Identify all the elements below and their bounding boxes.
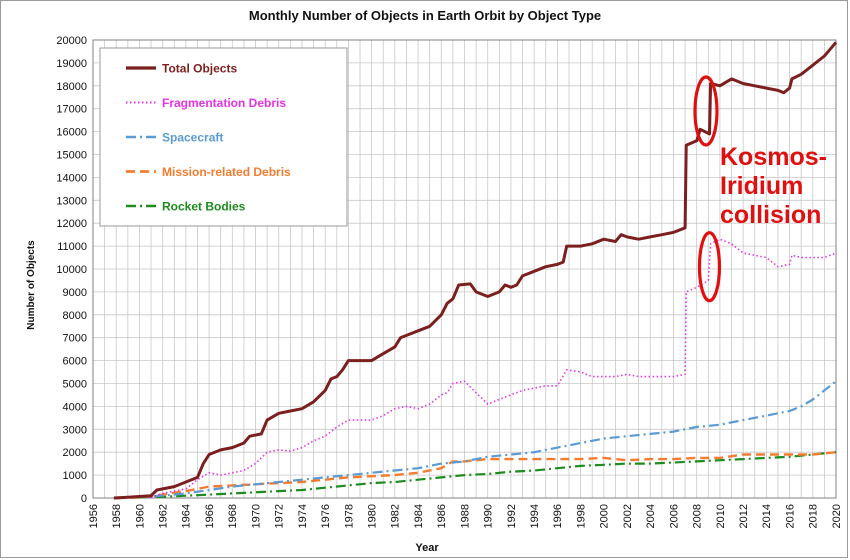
series-line-spacecraft [113, 380, 837, 500]
y-tick-label: 15000 [56, 150, 87, 162]
x-tick-label: 1966 [204, 504, 216, 528]
x-tick-label: 2004 [645, 504, 657, 528]
legend-label: Spacecraft [162, 131, 223, 145]
x-tick-label: 1978 [343, 504, 355, 528]
y-axis-label: Number of Objects [26, 240, 37, 330]
chart-title: Monthly Number of Objects in Earth Orbit… [248, 8, 602, 23]
x-tick-label: 1970 [250, 504, 262, 528]
y-tick-label: 10000 [56, 264, 87, 276]
x-tick-label: 2006 [668, 504, 680, 528]
x-tick-label: 1960 [134, 504, 146, 528]
x-tick-label: 2002 [622, 504, 634, 528]
x-tick-label: 1996 [552, 504, 564, 528]
legend-label: Rocket Bodies [162, 200, 246, 214]
y-tick-label: 14000 [56, 172, 87, 184]
y-tick-label: 9000 [63, 287, 87, 299]
y-tick-label: 19000 [56, 58, 87, 70]
series-line-rocket-bodies [116, 451, 837, 500]
x-tick-label: 1972 [274, 504, 286, 528]
x-tick-label: 2012 [738, 504, 750, 528]
x-tick-label: 2020 [831, 504, 843, 528]
y-tick-label: 7000 [63, 333, 87, 345]
y-tick-label: 6000 [63, 356, 87, 368]
x-tick-label: 1984 [413, 504, 425, 528]
y-tick-label: 20000 [56, 35, 87, 47]
y-tick-label: 11000 [57, 241, 87, 253]
y-tick-label: 3000 [63, 424, 87, 436]
x-tick-label: 1988 [459, 504, 471, 528]
series-line-total-objects [113, 41, 838, 500]
y-tick-label: 17000 [56, 104, 87, 116]
x-tick-label: 1986 [436, 504, 448, 528]
x-tick-label: 2016 [784, 504, 796, 528]
y-tick-label: 8000 [63, 310, 87, 322]
x-tick-label: 1956 [88, 504, 100, 528]
legend-label: Fragmentation Debris [162, 96, 286, 110]
x-tick-label: 1994 [529, 504, 541, 528]
plot-area-border [92, 39, 837, 499]
collision-highlight-total [693, 75, 719, 147]
y-tick-label: 12000 [56, 218, 87, 230]
y-tick-label: 5000 [63, 379, 87, 391]
axis-ticks: 0 1000 2000 3000 4000 5000 6000 7000 8000 9000 100… [56, 35, 842, 528]
annotation-line: Iridium [720, 172, 803, 200]
y-tick-label: 18000 [56, 81, 87, 93]
x-tick-label: 2008 [692, 504, 704, 528]
x-axis-label: Year [415, 542, 439, 554]
legend-label: Mission-related Debris [162, 165, 291, 179]
x-tick-label: 2014 [761, 504, 773, 528]
legend-label: Total Objects [162, 62, 237, 76]
collision-highlight-debris [697, 231, 722, 303]
y-tick-label: 0 [81, 493, 87, 505]
x-tick-label: 1968 [227, 504, 239, 528]
series-line-mission-related-debris [116, 451, 837, 500]
x-tick-label: 1964 [181, 504, 193, 528]
x-tick-label: 2010 [715, 504, 727, 528]
x-tick-label: 1974 [297, 504, 309, 528]
x-tick-label: 1992 [506, 504, 518, 528]
x-tick-label: 1976 [320, 504, 332, 528]
x-tick-label: 1980 [366, 504, 378, 528]
series-line-fragmentation-debris [150, 238, 837, 499]
series-lines [113, 41, 838, 500]
annotation-label: Kosmos-Iridium collision [720, 143, 827, 229]
x-tick-label: 1998 [575, 504, 587, 528]
x-tick-label: 2000 [599, 504, 611, 528]
x-tick-label: 1990 [483, 504, 495, 528]
y-tick-label: 1000 [63, 470, 87, 482]
y-tick-label: 4000 [63, 401, 87, 413]
x-tick-label: 2018 [808, 504, 820, 528]
x-tick-label: 1962 [158, 504, 170, 528]
x-tick-label: 1982 [390, 504, 402, 528]
x-tick-label: 1958 [111, 504, 123, 528]
y-tick-label: 16000 [56, 127, 87, 139]
legend: Total Objects Fragmentation Debris Spacecr… [99, 47, 348, 227]
annotations: Kosmos-Iridium collision [693, 75, 827, 303]
annotation-line: Kosmos- [720, 143, 827, 171]
y-tick-label: 13000 [56, 195, 87, 207]
y-tick-label: 2000 [63, 447, 87, 459]
annotation-line: collision [720, 201, 821, 229]
